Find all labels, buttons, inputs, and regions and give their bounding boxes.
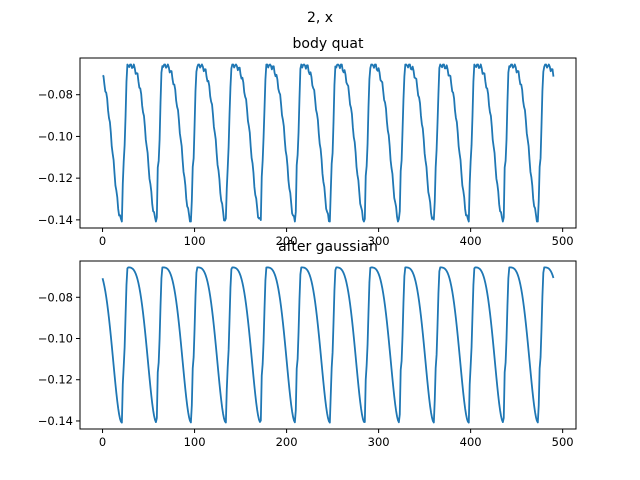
x-tick-label: 300: [368, 234, 390, 248]
y-tick-label: −0.14: [38, 414, 73, 428]
x-tick-label: 0: [99, 435, 106, 449]
y-tick-label: −0.10: [38, 332, 73, 346]
x-tick-label: 100: [184, 234, 206, 248]
x-tick-label: 300: [368, 435, 390, 449]
x-tick-label: 400: [460, 234, 482, 248]
plot-frame: [79, 260, 577, 430]
series-line: [101, 266, 555, 424]
x-tick-label: 500: [552, 435, 574, 449]
axes-layer: 0 100 200 300 400 500 −0.14 −0.12 −0.10 −0.08: [38, 57, 577, 248]
subplot-body-quat: body quat 0 100 200 300 400 500 −0.14 −0.12 −0.1…: [38, 36, 577, 248]
y-tick-label: −0.08: [38, 88, 73, 102]
x-tick-label: 200: [276, 435, 298, 449]
subplot-after-gaussian: after gaussian 0 100 200 300 400 500 −0.14 −0.1…: [38, 239, 577, 449]
y-tick-label: −0.14: [38, 213, 73, 227]
figure-suptitle: 2, x: [307, 10, 333, 26]
series-layer: [102, 63, 555, 223]
y-tick-label: −0.10: [38, 129, 73, 143]
axes-layer: 0 100 200 300 400 500 −0.14 −0.12 −0.10 −0.08: [38, 260, 577, 449]
series-line: [102, 63, 555, 223]
y-tick-label: −0.12: [38, 373, 73, 387]
subplot-title: after gaussian: [278, 239, 378, 255]
y-tick-label: −0.12: [38, 171, 73, 185]
x-tick-label: 100: [184, 435, 206, 449]
x-tick-label: 500: [552, 234, 574, 248]
x-tick-label: 0: [99, 234, 106, 248]
y-tick-label: −0.08: [38, 290, 73, 304]
series-layer: [101, 266, 555, 424]
x-tick-label: 200: [276, 234, 298, 248]
plot-frame: [79, 57, 577, 229]
subplot-title: body quat: [293, 36, 364, 52]
x-tick-label: 400: [460, 435, 482, 449]
